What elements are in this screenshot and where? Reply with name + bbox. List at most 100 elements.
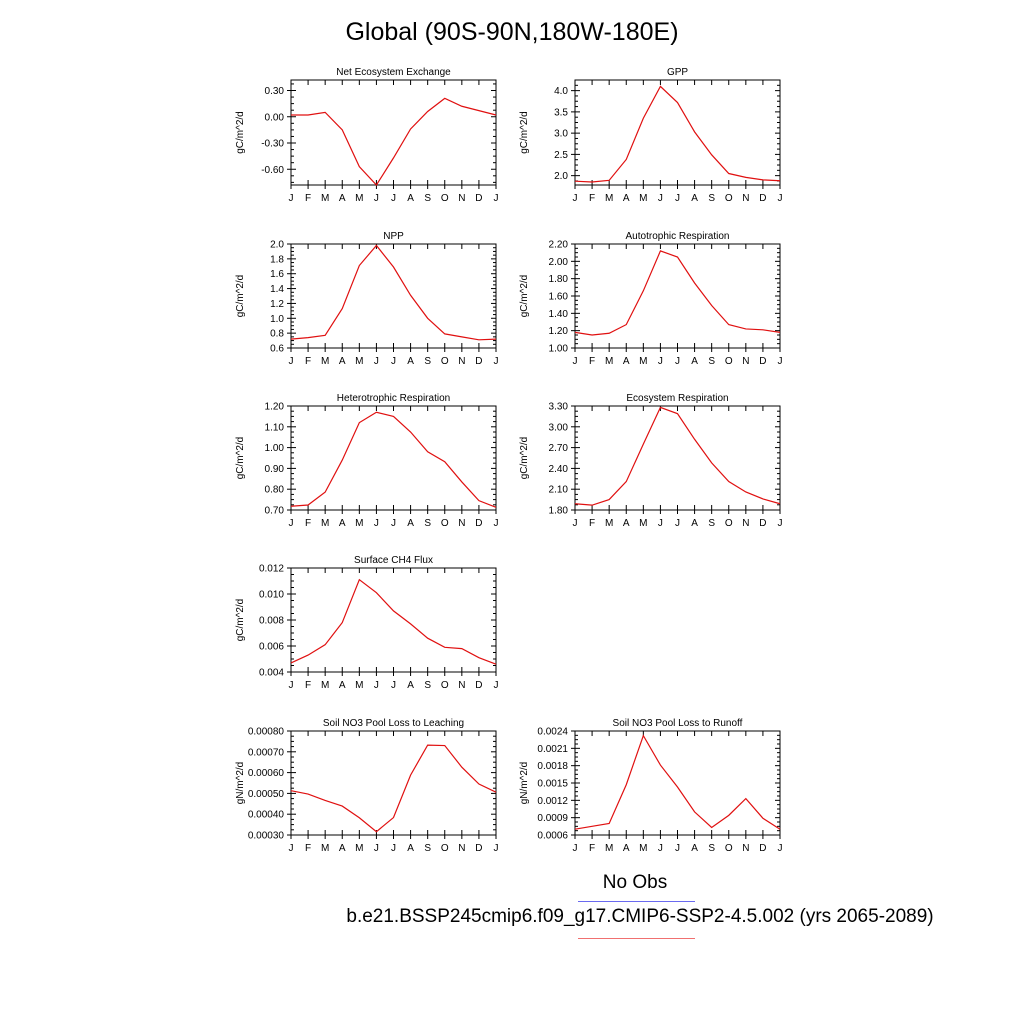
- x-tick-label: J: [289, 518, 294, 529]
- plot-frame: [290, 567, 497, 673]
- x-tick-label: A: [339, 356, 346, 367]
- y-axis-label: gN/m^2/d: [519, 762, 530, 805]
- y-axis-label: gC/m^2/d: [235, 275, 246, 318]
- x-tick-label: M: [605, 356, 613, 367]
- y-axis-label: gC/m^2/d: [235, 111, 246, 154]
- x-tick-label: J: [391, 680, 396, 691]
- y-tick-label: 0.00040: [248, 810, 285, 821]
- legend-obs-line: [578, 901, 695, 902]
- x-tick-label: J: [374, 356, 379, 367]
- panel-5: Ecosystem Respiration gC/m^2/d 1.80 2.10 2.4…: [519, 393, 783, 529]
- y-tick-label: 0.004: [259, 668, 284, 679]
- y-tick-label: 1.80: [549, 274, 569, 285]
- series-line: [574, 250, 781, 336]
- x-tick-label: J: [658, 518, 663, 529]
- x-tick-label: N: [458, 680, 465, 691]
- x-tick-label: A: [691, 356, 698, 367]
- panel-7: Soil NO3 Pool Loss to LeachinggN/m^2/d0.…: [235, 718, 499, 854]
- x-tick-label: S: [424, 518, 431, 529]
- panel-title: Soil NO3 Pool Loss to Leaching: [323, 718, 464, 729]
- figure-title: Global (90S-90N,180W-180E): [345, 18, 679, 46]
- x-tick-label: D: [475, 356, 482, 367]
- y-axis-label: gC/m^2/d: [519, 275, 530, 318]
- legend-run-label: b.e21.BSSP245cmip6.f09_g17.CMIP6-SSP2-4.…: [346, 906, 934, 927]
- panel-title: NPP: [383, 231, 404, 242]
- y-axis-label: gC/m^2/d: [235, 599, 246, 642]
- x-tick-label: S: [708, 843, 715, 854]
- x-tick-label: J: [675, 518, 680, 529]
- series-line: [291, 97, 497, 186]
- y-tick-label: 1.4: [270, 284, 284, 295]
- legend-obs-label: No Obs: [602, 872, 668, 893]
- x-tick-label: A: [691, 843, 698, 854]
- x-tick-label: A: [623, 193, 630, 204]
- x-tick-label: J: [658, 193, 663, 204]
- x-tick-label: A: [339, 680, 346, 691]
- panel-title: Heterotrophic Respiration: [337, 393, 450, 404]
- x-tick-label: F: [589, 518, 595, 529]
- x-tick-label: J: [374, 193, 379, 204]
- x-tick-label: J: [675, 356, 680, 367]
- x-tick-label: M: [639, 843, 647, 854]
- x-tick-label: O: [725, 518, 733, 529]
- x-tick-label: J: [289, 193, 294, 204]
- x-tick-label: A: [407, 193, 414, 204]
- y-tick-label: 0.00050: [248, 789, 285, 800]
- x-tick-label: F: [589, 356, 595, 367]
- y-tick-label: -0.30: [261, 139, 284, 150]
- x-tick-label: M: [355, 843, 363, 854]
- y-axis-label: gC/m^2/d: [235, 437, 246, 480]
- x-tick-label: O: [441, 680, 449, 691]
- y-tick-label: 3.0: [554, 129, 568, 140]
- x-tick-label: A: [623, 518, 630, 529]
- x-tick-label: J: [573, 518, 578, 529]
- y-tick-label: 2.5: [554, 150, 568, 161]
- y-tick-label: 1.80: [549, 506, 569, 517]
- x-tick-label: M: [355, 680, 363, 691]
- plot-frame: [290, 79, 497, 186]
- y-tick-label: 0.00: [265, 112, 285, 123]
- y-tick-label: 1.40: [549, 309, 569, 320]
- panel-6: Surface CH4 Flux gC/m^2/d 0.004 0.006 0.008 0…: [235, 555, 499, 691]
- x-tick-label: A: [691, 518, 698, 529]
- x-tick-label: M: [639, 193, 647, 204]
- panel-title: Soil NO3 Pool Loss to Runoff: [613, 718, 743, 729]
- y-tick-label: 1.20: [549, 326, 569, 337]
- y-tick-label: 0.006: [259, 642, 284, 653]
- x-tick-label: D: [475, 518, 482, 529]
- x-tick-label: J: [778, 356, 783, 367]
- panel-4: Heterotrophic Respiration gC/m^2/d 0.70 0.8…: [235, 393, 499, 529]
- y-tick-label: 0.80: [265, 485, 285, 496]
- x-tick-label: A: [339, 843, 346, 854]
- y-tick-label: 3.5: [554, 107, 568, 118]
- series-line: [290, 244, 497, 341]
- x-tick-label: A: [623, 356, 630, 367]
- x-tick-label: M: [605, 518, 613, 529]
- panel-title: Surface CH4 Flux: [354, 555, 433, 566]
- x-tick-label: A: [407, 518, 414, 529]
- y-tick-label: 0.00030: [248, 831, 285, 842]
- x-tick-label: D: [759, 518, 766, 529]
- y-tick-label: 0.0006: [537, 831, 568, 842]
- x-tick-label: F: [589, 843, 595, 854]
- x-tick-label: F: [305, 843, 311, 854]
- x-tick-label: F: [305, 518, 311, 529]
- x-tick-label: M: [605, 843, 613, 854]
- y-tick-label: -0.60: [261, 165, 284, 176]
- series-line: [574, 406, 781, 506]
- plot-frame: [290, 730, 497, 836]
- y-tick-label: 3.30: [549, 402, 569, 413]
- y-tick-label: 1.60: [549, 292, 569, 303]
- y-tick-label: 4.0: [554, 86, 568, 97]
- x-tick-label: A: [407, 356, 414, 367]
- x-tick-label: N: [458, 193, 465, 204]
- x-tick-label: O: [441, 356, 449, 367]
- x-tick-label: M: [321, 193, 329, 204]
- x-tick-label: A: [339, 193, 346, 204]
- x-tick-label: M: [321, 518, 329, 529]
- y-tick-label: 3.00: [549, 422, 569, 433]
- x-tick-label: D: [759, 193, 766, 204]
- x-tick-label: J: [374, 843, 379, 854]
- x-tick-label: O: [441, 518, 449, 529]
